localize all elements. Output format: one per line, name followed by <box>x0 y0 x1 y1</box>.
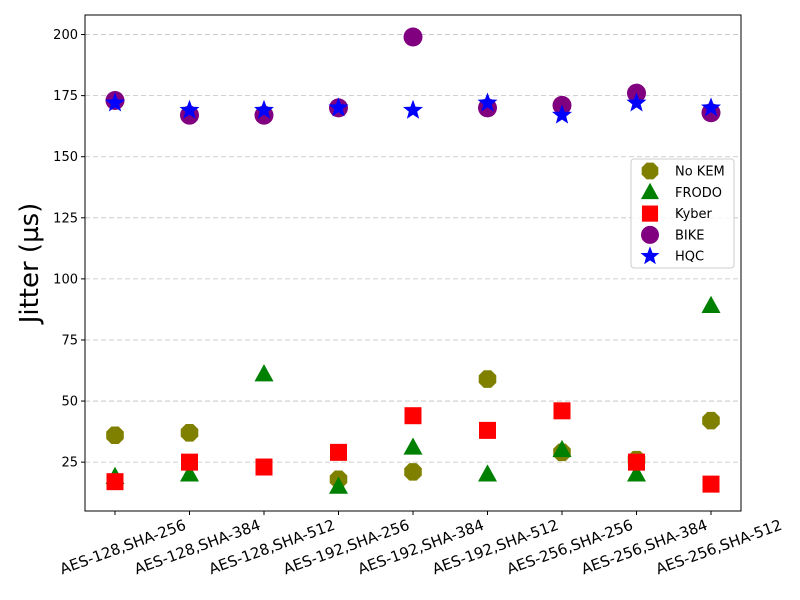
legend-marker-square <box>641 205 659 222</box>
data-point-octagon <box>180 424 199 442</box>
data-point-star <box>552 104 572 124</box>
series-frodo <box>105 295 721 494</box>
legend-label: BIKE <box>675 228 705 243</box>
data-point-circle <box>403 27 423 47</box>
legend-marker-octagon <box>641 162 659 180</box>
y-tick-label: 175 <box>53 89 78 104</box>
legend-marker-triangle <box>640 182 660 200</box>
data-point-triangle <box>552 439 572 458</box>
legend-item[interactable]: No KEM <box>641 162 725 180</box>
legend-label: FRODO <box>675 186 722 201</box>
data-point-square <box>181 453 198 471</box>
data-point-triangle <box>254 364 274 382</box>
data-point-triangle <box>329 476 348 494</box>
data-point-star <box>328 97 349 117</box>
legend-label: No KEM <box>675 165 725 180</box>
legend-marker-circle <box>640 225 660 244</box>
legend-item[interactable]: BIKE <box>640 225 705 244</box>
y-tick-label: 75 <box>61 333 78 348</box>
data-point-square <box>553 402 571 420</box>
y-axis: 25 50 75 100 125 150 175 200 <box>53 28 85 471</box>
data-point-square <box>106 473 124 491</box>
data-point-star <box>701 97 721 117</box>
y-tick-label: 25 <box>61 456 78 471</box>
data-point-star <box>254 99 274 119</box>
data-point-star <box>403 99 423 119</box>
data-marks <box>105 27 721 494</box>
data-point-triangle <box>627 464 646 482</box>
y-tick-label: 50 <box>61 395 78 410</box>
legend-label: HQC <box>675 250 704 265</box>
data-point-triangle <box>180 464 199 482</box>
data-point-star <box>626 92 647 112</box>
data-point-octagon <box>404 463 422 481</box>
data-point-triangle <box>403 437 423 455</box>
legend-label: Kyber <box>675 207 713 222</box>
legend-item[interactable]: HQC <box>640 246 705 265</box>
data-point-square <box>702 475 720 493</box>
data-point-triangle <box>478 464 497 482</box>
data-point-square <box>628 453 645 471</box>
legend-marker-star <box>640 246 660 265</box>
y-tick-label: 150 <box>53 150 78 165</box>
data-point-square <box>479 421 496 439</box>
data-point-octagon <box>702 411 720 430</box>
data-point-star <box>477 92 498 112</box>
y-tick-label: 100 <box>53 272 78 287</box>
data-point-star <box>105 92 125 112</box>
legend-item[interactable]: FRODO <box>640 182 722 201</box>
y-axis-label: Jitter (µs) <box>15 203 45 326</box>
data-point-square <box>330 443 347 461</box>
legend-item[interactable]: Kyber <box>641 205 713 223</box>
y-tick-label: 125 <box>53 211 78 226</box>
data-point-square <box>404 407 422 425</box>
data-point-star <box>179 99 200 119</box>
legend[interactable]: No KEM FRODO Kyber BIKE HQC <box>630 158 735 269</box>
data-point-square <box>255 458 273 476</box>
data-point-octagon <box>106 426 124 445</box>
y-tick-label: 200 <box>53 28 78 43</box>
series-kyber <box>106 402 720 493</box>
data-point-octagon <box>478 370 497 388</box>
series-hqc <box>105 92 721 124</box>
data-point-triangle <box>701 295 721 313</box>
